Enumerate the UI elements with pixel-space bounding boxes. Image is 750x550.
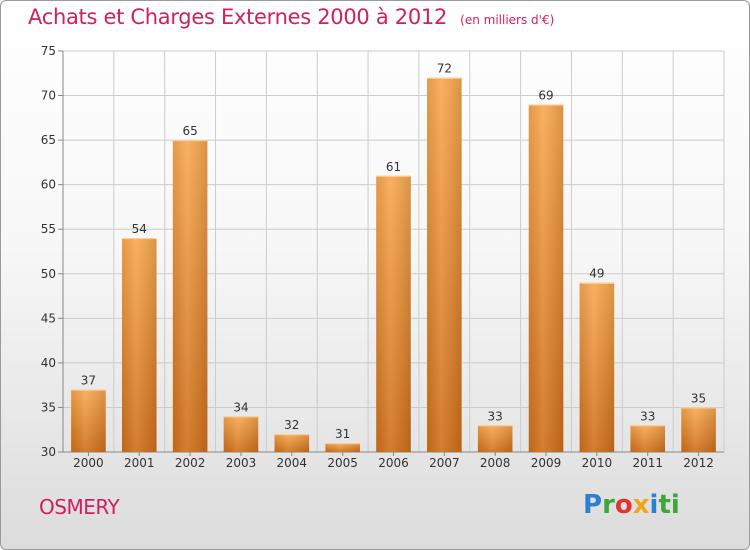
data-label: 35 bbox=[691, 391, 706, 405]
data-label: 33 bbox=[488, 409, 503, 423]
logo-letter: P bbox=[583, 490, 603, 520]
axes: 30 35 40 45 50 55 60 65 70 75 2000 2001 2002 2003 2004… bbox=[41, 44, 724, 470]
data-labels: 37 54 65 34 32 31 61 72 33 69 49 33 35 bbox=[81, 62, 706, 441]
x-tick-label: 2002 bbox=[175, 456, 206, 470]
x-tick-label: 2010 bbox=[582, 456, 613, 470]
data-label: 49 bbox=[589, 267, 604, 281]
x-tick-label: 2000 bbox=[73, 456, 104, 470]
data-label: 33 bbox=[640, 409, 655, 423]
data-label: 72 bbox=[437, 62, 452, 76]
logo-letter: i bbox=[649, 490, 659, 520]
logo-letter: r bbox=[602, 490, 615, 520]
data-label: 65 bbox=[182, 124, 197, 138]
bar-shading bbox=[121, 238, 157, 452]
bar-shading bbox=[223, 416, 259, 452]
x-tick-label: 2006 bbox=[378, 456, 409, 470]
data-label: 34 bbox=[233, 400, 248, 414]
y-tick-label: 45 bbox=[41, 311, 56, 325]
data-label: 32 bbox=[284, 418, 299, 432]
y-tick-label: 35 bbox=[41, 400, 56, 414]
data-label: 61 bbox=[386, 160, 401, 174]
logo-letter: x bbox=[632, 490, 650, 520]
bar-shading bbox=[274, 434, 310, 452]
y-tick-label: 60 bbox=[41, 178, 56, 192]
x-tick-label: 2005 bbox=[327, 456, 358, 470]
x-tick-label: 2012 bbox=[683, 456, 714, 470]
chart-unit-note: (en milliers d'€) bbox=[460, 13, 555, 27]
logo-letter: ti bbox=[658, 490, 680, 520]
y-tick-label: 70 bbox=[41, 89, 56, 103]
bar-shading bbox=[427, 77, 462, 452]
y-tick-label: 65 bbox=[41, 133, 56, 147]
bar-shading bbox=[71, 389, 106, 452]
bars bbox=[71, 77, 716, 452]
chart-title-text: Achats et Charges Externes 2000 à 2012 bbox=[28, 5, 448, 29]
data-label: 31 bbox=[335, 427, 350, 441]
x-tick-label: 2004 bbox=[277, 456, 308, 470]
bar-shading bbox=[528, 104, 564, 452]
y-tick-label: 30 bbox=[41, 445, 56, 459]
chart-title: Achats et Charges Externes 2000 à 2012 (… bbox=[28, 5, 554, 29]
x-tick-label: 2003 bbox=[226, 456, 257, 470]
data-label: 37 bbox=[81, 374, 96, 388]
x-tick-label: 2001 bbox=[124, 456, 155, 470]
commune-name: OSMERY bbox=[39, 495, 120, 519]
bar-shading bbox=[681, 407, 716, 452]
data-label: 69 bbox=[538, 88, 553, 102]
bar-shading bbox=[376, 175, 411, 452]
x-tick-label: 2011 bbox=[632, 456, 663, 470]
bar-shading bbox=[630, 425, 666, 452]
y-tick-label: 75 bbox=[41, 44, 56, 58]
y-tick-label: 55 bbox=[41, 222, 56, 236]
data-label: 54 bbox=[132, 222, 147, 236]
logo-letter: o bbox=[614, 490, 633, 520]
x-tick-label: 2007 bbox=[429, 456, 460, 470]
x-tick-label: 2008 bbox=[480, 456, 511, 470]
bar-shading bbox=[579, 282, 615, 452]
x-tick-label: 2009 bbox=[531, 456, 562, 470]
y-tick-label: 50 bbox=[41, 267, 56, 281]
y-tick-label: 40 bbox=[41, 356, 56, 370]
bar-shading bbox=[477, 425, 513, 452]
bar-shading bbox=[325, 443, 360, 452]
bar-shading bbox=[172, 140, 208, 452]
proxiti-logo[interactable]: Proxiti bbox=[583, 490, 680, 520]
